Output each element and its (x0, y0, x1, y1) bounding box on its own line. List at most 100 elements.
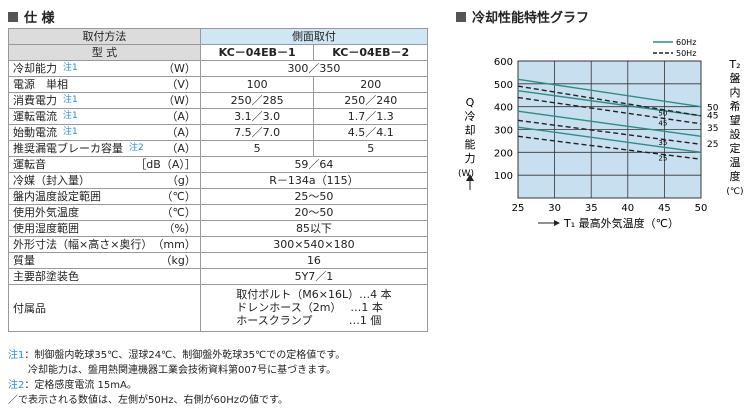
model-name: KC－04EB－2 (313, 44, 428, 61)
accessory-item: ホースクランプ …1 個 (236, 314, 382, 327)
series-line-60Hz-25 (517, 126, 702, 154)
spec-label: 始動電流 (13, 126, 57, 139)
spec-value: 1.7／1.3 (313, 108, 428, 125)
spec-value: 200 (313, 76, 428, 93)
series-line-60Hz-35 (517, 110, 702, 138)
spec-unit: （A） (166, 126, 196, 139)
spec-value: 250／240 (313, 92, 428, 109)
y-axis-label-char: Q (466, 96, 475, 109)
inner-curve-label: 50 (658, 109, 667, 117)
spec-unit: （℃） (161, 206, 196, 219)
spec-value: 100 (199, 76, 315, 93)
series-line-60Hz-45 (517, 89, 702, 117)
spec-value: 3.1／3.0 (199, 108, 315, 125)
spec-row: 使用外気温度 （℃） 20～50 (8, 204, 429, 221)
y-axis-arrow-head-icon (466, 174, 474, 181)
note-ref: 注2 (129, 143, 144, 153)
spec-row-label-cell: 質量 （kg） (8, 252, 201, 269)
footnote-mark: 注1 (8, 350, 25, 361)
spec-unit: （A） (166, 142, 196, 155)
spec-label: 消費電力 (13, 94, 57, 107)
model-label: 型 式 (8, 44, 201, 61)
note-ref: 注1 (63, 127, 78, 137)
model-name: KC－04EB－1 (199, 44, 315, 61)
footnote-line: ／で表示される数値は、左側が50Hz、右側が60Hzの値です。 (8, 393, 345, 408)
y-tick-label: 300 (494, 126, 513, 137)
accessories-row: 付属品 取付ボルト（M6×16L）…4 本ドレンホース（2m） …1 本ホースクラ… (8, 284, 429, 332)
spec-label: 主要部塗装色 (13, 270, 79, 283)
x-tick-label: 40 (621, 203, 634, 214)
x-tick-label: 45 (658, 203, 671, 214)
right-tick-label: 50 (707, 104, 719, 114)
accessories-cell: 取付ボルト（M6×16L）…4 本ドレンホース（2m） …1 本ホースクランプ … (199, 284, 429, 332)
spec-row-label-cell: 外形寸法（幅×高さ×奥行） （mm） (8, 236, 201, 253)
legend-label-50hz: 50Hz (676, 49, 696, 58)
spec-value: 7.5／7.0 (199, 124, 315, 141)
x-tick-label: 25 (512, 203, 525, 214)
x-axis-arrow-head-icon (554, 220, 560, 226)
spec-table: 取付方法 側面取付型 式 KC－04EB－1 KC－04EB－2 冷却能力 注1 （W） 30… (8, 28, 429, 332)
y-axis-label-char: 能 (465, 137, 476, 151)
spec-row-label-cell: 消費電力 注1 （W） (8, 92, 201, 109)
footnote-text: ：定格感度電流 15mA。 (24, 380, 137, 391)
footnotes: 注1：制御盤内乾球35℃、湿球24℃、制御盤外乾球35℃での定格値です。 冷却能… (8, 348, 345, 408)
spec-row-label-cell: 使用湿度範囲 （%） (8, 220, 201, 237)
section-square-icon (8, 11, 18, 22)
spec-title: 仕 様 (24, 11, 55, 26)
spec-row-label-cell: 運転音 ［dB（A）］ (8, 156, 201, 173)
series-line-50Hz-50 (517, 85, 702, 117)
spec-section-title: 仕 様 (8, 7, 55, 26)
model-row: 型 式 KC－04EB－1 KC－04EB－2 (8, 44, 428, 61)
accessories-list: 取付ボルト（M6×16L）…4 本ドレンホース（2m） …1 本ホースクランプ … (236, 288, 391, 327)
footnote-line: 冷却能力は、盤用熱関連機器工業会技術資料第007号に基づきます。 (8, 363, 345, 378)
footnote-text: ：制御盤内乾球35℃、湿球24℃、制御盤外乾球35℃での定格値です。 (24, 350, 346, 361)
spec-value: 20～50 (199, 204, 429, 221)
spec-row: 電源 単相 （V） 100 200 (8, 76, 428, 93)
footnote-text: 冷却能力は、盤用熱関連機器工業会技術資料第007号に基づきます。 (8, 365, 337, 376)
series-line-50Hz-25 (517, 135, 702, 160)
spec-row-label-cell: 始動電流 注1 （A） (8, 124, 201, 141)
spec-row: 外形寸法（幅×高さ×奥行） （mm） 300×540×180 (8, 236, 429, 253)
y-tick-label: 500 (494, 80, 513, 91)
note-ref: 注1 (63, 95, 78, 105)
footnote-mark: 注2 (8, 380, 25, 391)
spec-unit: （W） (162, 62, 196, 75)
cooling-performance-chart: 25 30 35 40 45 501002003004005006005045352550… (458, 38, 744, 230)
spec-value: 25～50 (199, 188, 429, 205)
spec-label: 運転音 (13, 158, 46, 171)
y-axis-label-char: (W) (458, 169, 474, 179)
spec-row-label-cell: 電源 単相 （V） (8, 76, 201, 93)
x-tick-label: 30 (548, 203, 561, 214)
y-axis-label-char: 力 (465, 152, 476, 165)
right-axis-label-char: 望 (730, 114, 741, 127)
chart-title: 冷却性能特性グラフ (472, 11, 590, 26)
inner-curve-label: 35 (658, 139, 667, 147)
section-square-icon (456, 11, 466, 22)
footnote-line: 注2：定格感度電流 15mA。 (8, 378, 345, 393)
spec-unit: （℃） (161, 190, 196, 203)
spec-value: 59／64 (199, 156, 429, 173)
mounting-label: 取付方法 (8, 28, 201, 45)
spec-unit: （A） (166, 110, 196, 123)
y-tick-label: 400 (494, 103, 513, 114)
spec-value: 5 (313, 140, 428, 157)
spec-label: 外形寸法（幅×高さ×奥行） (13, 238, 153, 251)
y-axis-label-char: 却 (465, 124, 476, 137)
spec-label: 盤内温度設定範囲 (13, 190, 101, 203)
series-line-50Hz-35 (517, 119, 702, 146)
spec-label: 使用湿度範囲 (13, 222, 79, 235)
chart-section-title: 冷却性能特性グラフ (456, 7, 589, 26)
spec-label: 運転電流 (13, 110, 57, 123)
right-axis-label-char: 内 (730, 85, 741, 99)
spec-label: 推奨漏電ブレーカ容量 (13, 142, 123, 155)
spec-row-label-cell: 使用外気温度 （℃） (8, 204, 201, 221)
spec-value: 4.5／4.1 (313, 124, 428, 141)
spec-row-label-cell: 推奨漏電ブレーカ容量 注2 （A） (8, 140, 201, 157)
note-ref: 注1 (63, 63, 78, 73)
y-tick-label: 200 (494, 148, 513, 159)
right-axis-label-char: (℃) (726, 187, 743, 197)
y-tick-label: 600 (494, 57, 513, 68)
spec-row: 盤内温度設定範囲 （℃） 25～50 (8, 188, 429, 205)
spec-unit: （V） (166, 78, 196, 91)
spec-row-label-cell: 冷却能力 注1 （W） (8, 60, 201, 77)
